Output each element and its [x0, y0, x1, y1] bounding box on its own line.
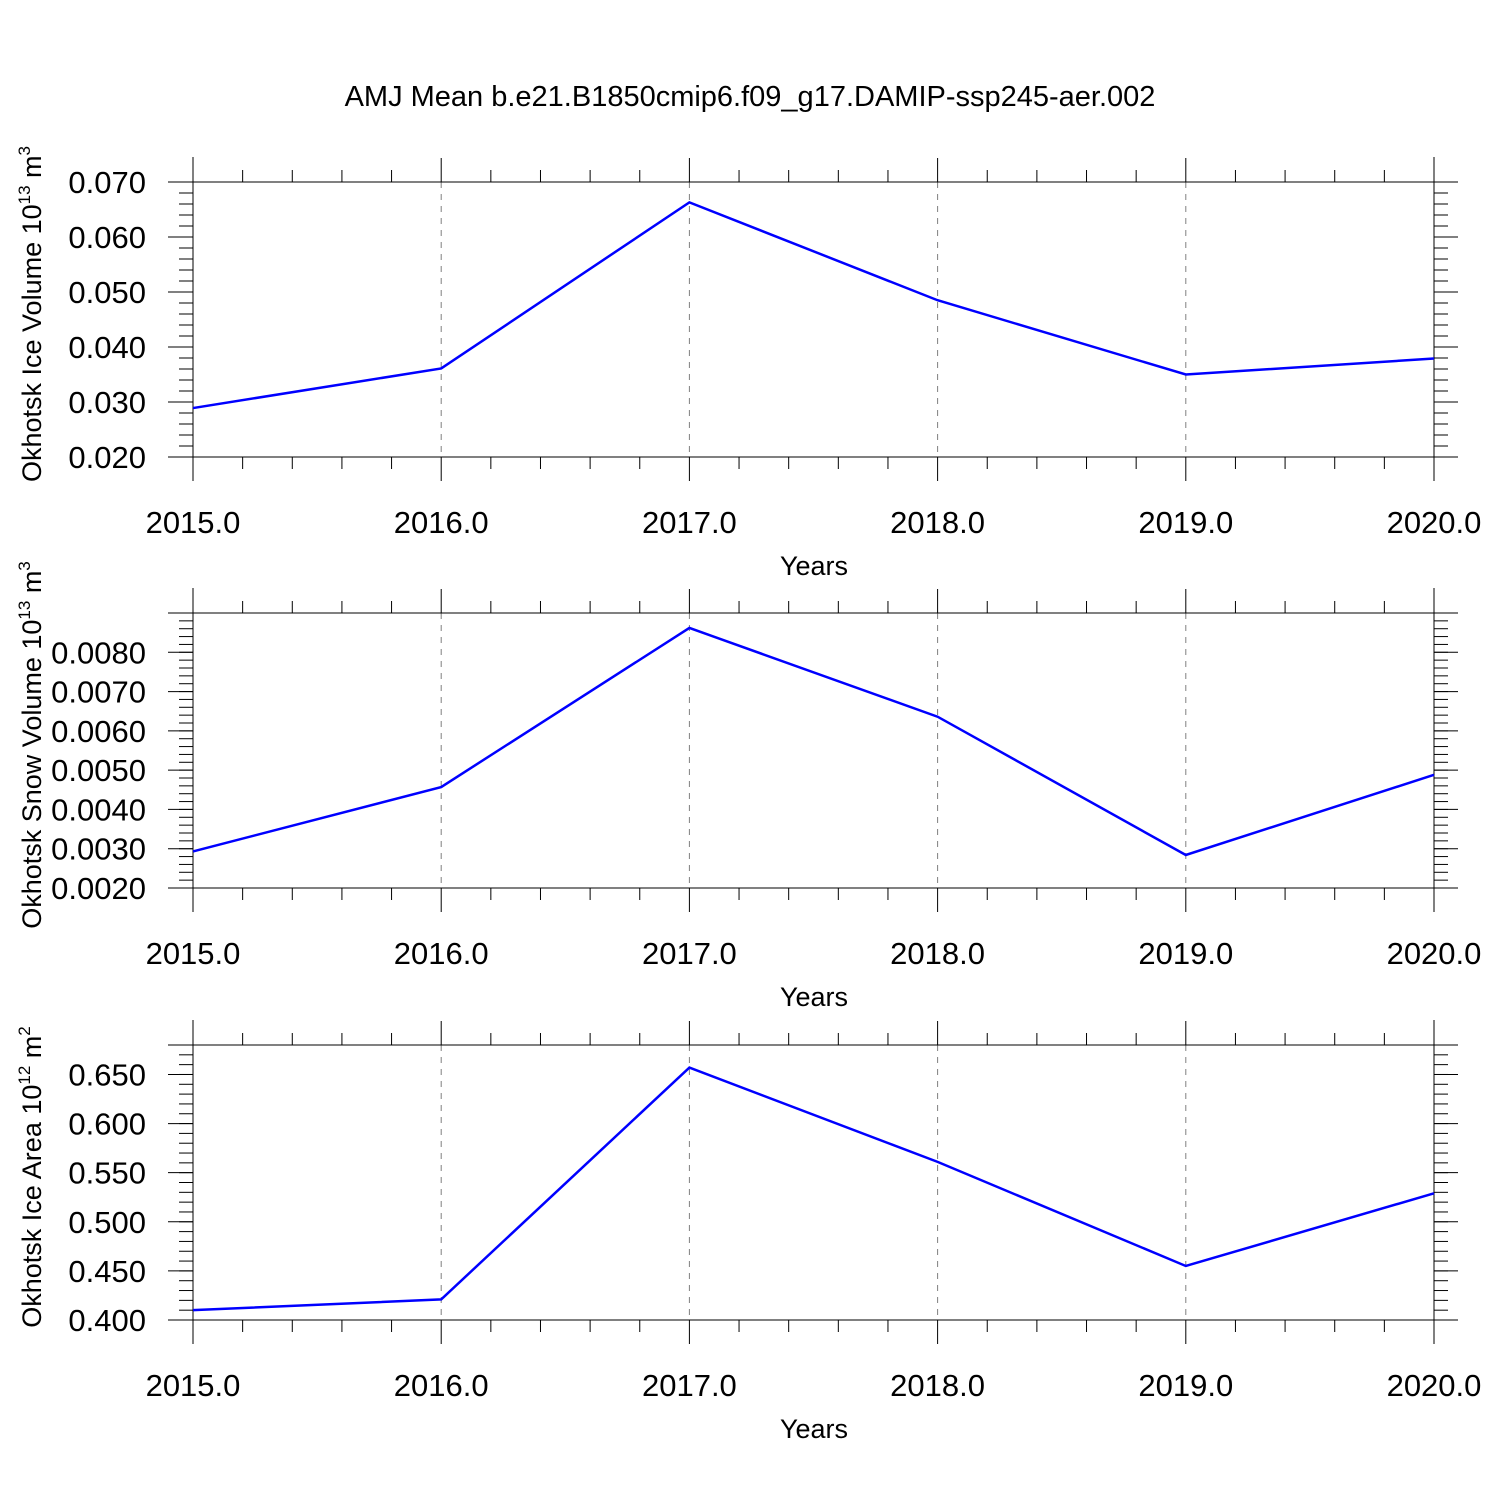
x-tick-label: 2016.0 [394, 505, 489, 540]
figure-title: AMJ Mean b.e21.B1850cmip6.f09_g17.DAMIP-… [345, 81, 1156, 113]
y-tick-label: 0.500 [68, 1205, 146, 1240]
y-tick-label: 0.0020 [51, 871, 146, 906]
y-tick-label: 0.040 [68, 330, 146, 365]
x-tick-label: 2019.0 [1138, 1368, 1233, 1403]
x-tick-label: 2018.0 [890, 505, 985, 540]
x-tick-label: 2019.0 [1138, 505, 1233, 540]
panels: 0.020 0.030 0.040 0.050 0.060 0.070 2015.0 2016… [15, 146, 1481, 1444]
chart-panel-1: 0.020 0.030 0.040 0.050 0.060 0.070 2015.0 2016… [15, 146, 1481, 581]
x-tick-label: 2020.0 [1387, 1368, 1482, 1403]
x-tick-label: 2015.0 [146, 1368, 241, 1403]
x-tick-label: 2016.0 [394, 936, 489, 971]
x-tick-label: 2015.0 [146, 936, 241, 971]
series-line-1 [192, 1066, 1435, 1312]
x-tick-label: 2017.0 [642, 505, 737, 540]
series-line-1 [192, 200, 1435, 410]
x-axis-label: Years [780, 982, 848, 1012]
y-tick-label: 0.0040 [51, 792, 146, 827]
y-tick-label: 0.020 [68, 440, 146, 475]
x-tick-label: 2016.0 [394, 1368, 489, 1403]
y-tick-label: 0.060 [68, 220, 146, 255]
y-tick-label: 0.0060 [51, 714, 146, 749]
x-axis-label: Years [780, 551, 848, 581]
y-tick-label: 0.600 [68, 1107, 146, 1142]
x-tick-label: 2020.0 [1387, 936, 1482, 971]
y-tick-label: 0.0030 [51, 832, 146, 867]
y-tick-label: 0.030 [68, 385, 146, 420]
x-tick-label: 2019.0 [1138, 936, 1233, 971]
y-tick-label: 0.0050 [51, 753, 146, 788]
y-tick-label: 0.070 [68, 165, 146, 200]
y-tick-label: 0.400 [68, 1303, 146, 1338]
series-line-1 [192, 626, 1435, 857]
y-axis-label: Okhotsk Ice Volume 1013 m3 [15, 146, 47, 482]
x-tick-label: 2017.0 [642, 936, 737, 971]
x-axis-label: Years [780, 1414, 848, 1444]
chart-panel-2: 0.0020 0.0030 0.0040 0.0050 0.0060 0.0070 0.00… [15, 561, 1481, 1012]
x-tick-label: 2018.0 [890, 936, 985, 971]
y-tick-label: 0.0080 [51, 635, 146, 670]
y-axis-label: Okhotsk Snow Volume 1013 m3 [15, 561, 47, 929]
x-tick-label: 2018.0 [890, 1368, 985, 1403]
y-axis-label: Okhotsk Ice Area 1012 m2 [15, 1026, 47, 1328]
x-tick-label: 2017.0 [642, 1368, 737, 1403]
y-tick-label: 0.650 [68, 1057, 146, 1092]
x-tick-label: 2015.0 [146, 505, 241, 540]
y-tick-label: 0.450 [68, 1254, 146, 1289]
y-tick-label: 0.0070 [51, 675, 146, 710]
y-tick-label: 0.050 [68, 275, 146, 310]
chart-panel-3: 0.400 0.450 0.500 0.550 0.600 0.650 2015.0 2016… [15, 1020, 1481, 1444]
x-tick-label: 2020.0 [1387, 505, 1482, 540]
y-tick-label: 0.550 [68, 1156, 146, 1191]
